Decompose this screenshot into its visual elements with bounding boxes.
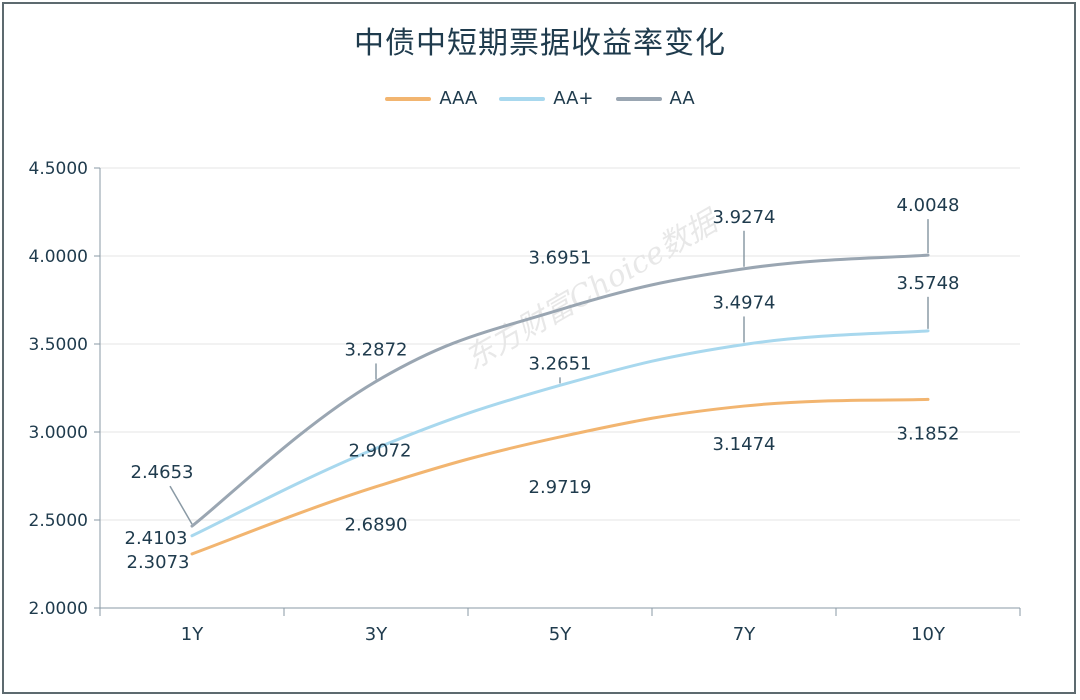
y-tick-label: 3.0000 xyxy=(29,423,88,443)
series-line-aa xyxy=(190,253,930,528)
data-label-aa-plus: 3.4974 xyxy=(713,292,776,313)
data-label-aa: 2.4653 xyxy=(131,462,194,483)
data-label-aaa: 2.3073 xyxy=(127,552,190,573)
data-label-aa-plus: 2.4103 xyxy=(125,528,188,549)
y-tick-label: 3.5000 xyxy=(29,335,88,355)
legend: AAA AA+ AA xyxy=(0,88,1080,109)
x-tick-label: 1Y xyxy=(181,624,204,645)
data-label-aa: 4.0048 xyxy=(897,195,960,216)
data-label-aaa: 3.1852 xyxy=(897,423,960,444)
legend-swatch-aa-plus xyxy=(499,96,546,101)
data-label-aa: 3.9274 xyxy=(713,207,776,228)
data-label-aa-plus: 3.2651 xyxy=(529,353,592,374)
y-tick-label: 4.5000 xyxy=(29,159,88,179)
y-tick-label: 2.0000 xyxy=(29,599,88,619)
data-label-aaa: 3.1474 xyxy=(713,434,776,455)
x-tick-label: 5Y xyxy=(549,624,572,645)
y-tick-label: 4.0000 xyxy=(29,247,88,267)
data-label-aaa: 2.6890 xyxy=(345,515,408,536)
data-label-aa-plus: 2.9072 xyxy=(349,440,412,461)
legend-item-aa-plus[interactable]: AA+ xyxy=(499,88,594,109)
x-tick-label: 10Y xyxy=(911,624,946,645)
x-tick-label: 3Y xyxy=(365,624,388,645)
series-line-aaa xyxy=(190,397,930,556)
x-tick-label: 7Y xyxy=(733,624,756,645)
legend-item-aa[interactable]: AA xyxy=(615,88,695,109)
legend-item-aaa[interactable]: AAA xyxy=(385,88,477,109)
legend-label-aaa: AAA xyxy=(439,88,478,109)
chart-title: 中债中短期票据收益率变化 xyxy=(354,26,726,61)
legend-swatch-aaa xyxy=(385,96,432,101)
data-label-leader xyxy=(169,485,193,525)
data-label-aa: 3.2872 xyxy=(345,339,408,360)
series-line-aa-plus xyxy=(190,329,930,538)
legend-label-aa: AA xyxy=(669,88,695,109)
data-label-aa: 3.6951 xyxy=(529,248,592,269)
data-label-aaa: 2.9719 xyxy=(529,477,592,498)
legend-label-aa-plus: AA+ xyxy=(553,88,594,109)
data-label-aa-plus: 3.5748 xyxy=(897,273,960,294)
y-tick-label: 2.5000 xyxy=(29,511,88,531)
legend-swatch-aa xyxy=(615,96,662,101)
